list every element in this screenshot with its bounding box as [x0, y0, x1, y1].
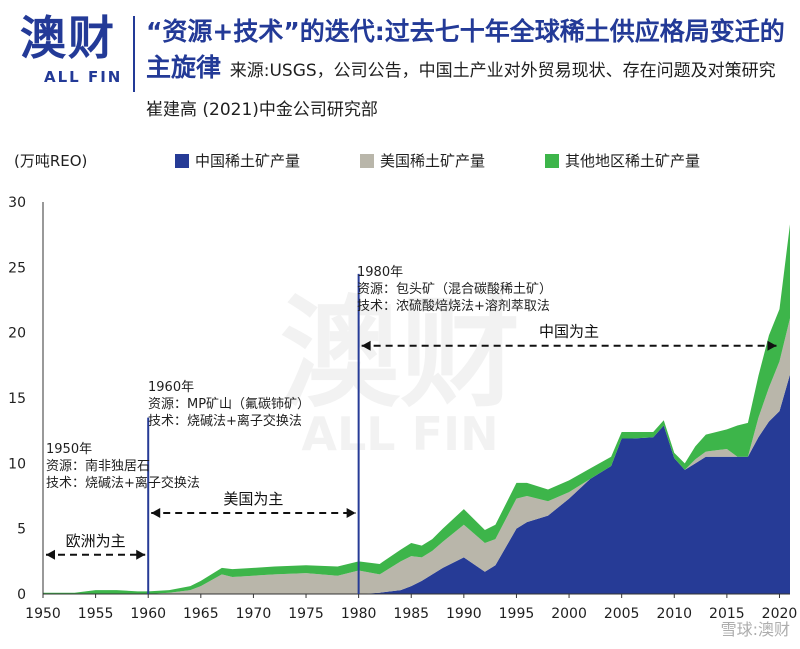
y-unit-label: (万吨REO)	[14, 152, 88, 170]
x-tick-label: 2000	[551, 606, 587, 622]
brand-logo: 澳财	[20, 11, 116, 65]
annotation-resource: 资源：南非独居石	[46, 458, 150, 474]
legend-swatch-other	[545, 153, 559, 168]
era-arrow-head-left	[151, 507, 161, 518]
era-arrow-head-right	[346, 507, 356, 518]
annotation-resource: 资源：MP矿山（氟碳铈矿）	[148, 396, 310, 412]
header: 澳财 ALL FIN “资源+技术”的迭代:过去七十年全球稀土供应格局变迁的主旋…	[0, 0, 800, 130]
x-tick-label: 1985	[393, 606, 429, 622]
chart-legend: 中国稀土矿产量 美国稀土矿产量 其他地区稀土矿产量	[0, 150, 800, 174]
x-tick-label: 1970	[236, 606, 272, 622]
y-tick-label: 5	[17, 522, 26, 538]
era-label: 美国为主	[223, 490, 283, 508]
annotation-year: 1950年	[46, 442, 92, 457]
y-tick-label: 15	[8, 391, 26, 407]
y-tick-label: 10	[8, 456, 26, 472]
era-label: 欧洲为主	[66, 532, 126, 550]
x-tick-label: 1980	[341, 606, 377, 622]
x-tick-label: 2015	[709, 606, 745, 622]
era-arrow-head-left	[46, 549, 55, 560]
annotation-year: 1960年	[148, 380, 194, 395]
annotation-year: 1980年	[357, 265, 403, 280]
x-tick-label: 1955	[78, 606, 114, 622]
page-title: “资源+技术”的迭代:过去七十年全球稀土供应格局变迁的主旋律 来源:USGS，公…	[146, 14, 786, 128]
area-china	[43, 374, 790, 594]
x-tick-label: 1995	[499, 606, 535, 622]
x-tick-label: 2010	[656, 606, 692, 622]
source-note: 来源:USGS，公司公告，中国土产业对外贸易现状、存在问题及对策研究 崔建高 (…	[146, 61, 776, 120]
y-tick-label: 25	[8, 260, 26, 276]
title-text: “资源+技术”的迭代:过去七十年全球稀土供应格局变迁的主旋律	[146, 17, 785, 82]
legend-item-china: 中国稀土矿产量	[175, 150, 300, 171]
era-arrow-head-right	[136, 549, 146, 560]
legend-item-usa: 美国稀土矿产量	[360, 150, 485, 171]
annotation-tech: 技术：烧碱法+离子交换法	[46, 475, 200, 491]
legend-swatch-china	[175, 153, 189, 168]
era-arrow-head-left	[361, 340, 371, 351]
annotation-resource: 资源：包头矿（混合碳酸稀土矿）	[357, 282, 552, 297]
legend-label-usa: 美国稀土矿产量	[380, 152, 486, 170]
legend-swatch-usa	[360, 153, 374, 168]
y-tick-label: 30	[8, 195, 26, 211]
era-arrow-head-right	[767, 340, 777, 351]
x-tick-label: 2020	[762, 606, 798, 622]
footer-watermark: 雪球:澳财	[721, 620, 790, 639]
watermark-logo-sub: ALL FIN	[301, 407, 498, 461]
era-label: 中国为主	[539, 323, 599, 341]
annotation-tech: 技术：烧碱法+离子交换法	[148, 413, 302, 429]
y-tick-label: 20	[8, 326, 26, 342]
legend-label-other: 其他地区稀土矿产量	[565, 152, 701, 170]
x-tick-label: 1950	[25, 606, 61, 622]
y-tick-label: 0	[17, 587, 26, 603]
x-tick-label: 1975	[288, 606, 324, 622]
legend-item-other: 其他地区稀土矿产量	[545, 150, 700, 171]
watermark-logo: 澳财	[280, 285, 520, 424]
brand-logo-sub: ALL FIN	[44, 68, 123, 86]
header-divider	[133, 16, 135, 92]
x-tick-label: 2005	[604, 606, 640, 622]
annotation-tech: 技术：浓硫酸焙烧法+溶剂萃取法	[357, 299, 550, 314]
x-tick-label: 1960	[130, 606, 166, 622]
x-tick-label: 1990	[446, 606, 482, 622]
x-tick-label: 1965	[183, 606, 219, 622]
legend-label-china: 中国稀土矿产量	[195, 152, 301, 170]
